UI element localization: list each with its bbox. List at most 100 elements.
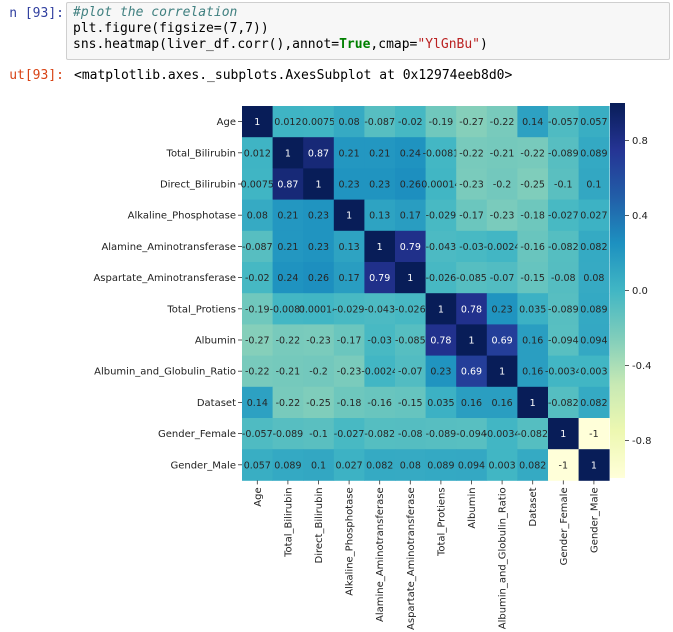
output-text: <matplotlib.axes._subplots.AxesSubplot a… bbox=[74, 68, 513, 83]
cell-annotation: -0.23 bbox=[490, 211, 515, 222]
y-tick-label: Age bbox=[217, 117, 236, 128]
cell-annotation: -0.027 bbox=[334, 429, 365, 440]
heatmap-cell bbox=[548, 324, 579, 356]
cell-annotation: -0.08 bbox=[551, 273, 576, 284]
cell-annotation: 1 bbox=[254, 117, 260, 128]
cell-annotation: -0.082 bbox=[548, 242, 579, 253]
cell-annotation: 0.08 bbox=[400, 460, 421, 471]
cell-annotation: 0.13 bbox=[339, 242, 360, 253]
heatmap-cell bbox=[395, 324, 426, 356]
code-cell[interactable]: n [93]: #plot the correlation plt.figure… bbox=[0, 0, 673, 62]
cell-annotation: 0.1 bbox=[311, 460, 326, 471]
code-editor[interactable]: #plot the correlation plt.figure(figsize… bbox=[66, 2, 670, 60]
heatmap-cell bbox=[486, 418, 518, 450]
cell-annotation: -0.19 bbox=[245, 304, 270, 315]
heatmap-cell bbox=[242, 355, 273, 388]
heatmap-cell bbox=[395, 199, 426, 232]
x-tick-label: Aspartate_Aminotransferase bbox=[406, 487, 417, 630]
heatmap-cell bbox=[486, 355, 518, 388]
cell-annotation: -0.089 bbox=[273, 429, 304, 440]
heatmap-cell bbox=[242, 418, 273, 450]
heatmap-cell bbox=[303, 293, 335, 325]
heatmap-cell bbox=[486, 262, 518, 294]
cell-annotation: 0.057 bbox=[244, 460, 271, 471]
cell-annotation: 0.082 bbox=[519, 460, 546, 471]
heatmap-cell bbox=[456, 230, 488, 263]
heatmap-cell bbox=[425, 355, 457, 388]
cell-annotation: 1 bbox=[560, 429, 566, 440]
y-tick-label: Alamine_Aminotransferase bbox=[101, 242, 236, 253]
cell-annotation: 0.24 bbox=[277, 273, 298, 284]
heatmap-cell bbox=[578, 199, 610, 232]
heatmap-cell bbox=[272, 168, 304, 200]
heatmap-cell bbox=[364, 168, 396, 200]
heatmap-cell bbox=[548, 106, 579, 138]
heatmap-cell bbox=[456, 324, 488, 356]
heatmap-cell bbox=[486, 106, 518, 138]
y-tick-label: Total_Protiens bbox=[166, 304, 236, 315]
heatmap-cell bbox=[425, 386, 457, 419]
output-prompt: ut[93]: bbox=[9, 68, 64, 83]
cell-annotation: -0.026 bbox=[395, 304, 426, 315]
heatmap-cell bbox=[548, 355, 579, 388]
heatmap-cell bbox=[272, 106, 304, 138]
cell-annotation: 0.78 bbox=[461, 304, 482, 315]
heatmap-cell bbox=[517, 386, 549, 419]
cell-annotation: 1 bbox=[591, 460, 597, 471]
x-tick-label: Albumin_and_Globulin_Ratio bbox=[498, 487, 509, 629]
heatmap-cell bbox=[486, 230, 518, 263]
heatmap-cell bbox=[548, 262, 579, 294]
cell-annotation: -0.085 bbox=[395, 336, 426, 347]
cell-annotation: -0.0034 bbox=[545, 367, 582, 378]
heatmap-cell bbox=[548, 293, 579, 325]
cell-annotation: -0.02 bbox=[398, 117, 423, 128]
heatmap-cell bbox=[425, 418, 457, 450]
heatmap-cell bbox=[548, 386, 579, 419]
cell-annotation: 0.08 bbox=[339, 117, 360, 128]
cell-annotation: 0.035 bbox=[427, 398, 454, 409]
cell-annotation: 0.14 bbox=[522, 117, 543, 128]
cell-annotation: 0.21 bbox=[277, 211, 298, 222]
cell-annotation: 0.87 bbox=[277, 180, 298, 191]
cell-annotation: -0.057 bbox=[548, 117, 579, 128]
heatmap-cell bbox=[364, 386, 396, 419]
heatmap-cell bbox=[303, 355, 335, 388]
heatmap-cell bbox=[548, 449, 579, 481]
heatmap-cell bbox=[456, 293, 488, 325]
heatmap-cell bbox=[242, 293, 273, 325]
cell-annotation: -0.22 bbox=[520, 148, 545, 159]
heatmap-cell bbox=[272, 137, 304, 169]
cell-annotation: 0.23 bbox=[369, 180, 390, 191]
cell-annotation: -0.082 bbox=[364, 429, 395, 440]
heatmap-cell bbox=[272, 230, 304, 263]
cell-annotation: 1 bbox=[285, 148, 291, 159]
x-tick-label: Alamine_Aminotransferase bbox=[375, 487, 386, 622]
heatmap-cell bbox=[364, 230, 396, 263]
cell-annotation: -0.082 bbox=[548, 398, 579, 409]
heatmap-cell bbox=[548, 199, 579, 232]
heatmap-cell bbox=[517, 262, 549, 294]
x-tick-label: Total_Bilirubin bbox=[283, 487, 294, 557]
colorbar-tick-label: 0.4 bbox=[632, 211, 648, 222]
heatmap-cell bbox=[425, 324, 457, 356]
heatmap-cell bbox=[578, 230, 610, 263]
heatmap-cell bbox=[333, 449, 365, 481]
heatmap-cell bbox=[364, 355, 396, 388]
cell-annotation: -0.23 bbox=[337, 367, 362, 378]
heatmap-cell bbox=[456, 418, 488, 450]
cell-annotation: 0.23 bbox=[492, 304, 513, 315]
x-tick-label: Albumin bbox=[467, 487, 478, 528]
heatmap-cell bbox=[486, 324, 518, 356]
heatmap-cell bbox=[333, 418, 365, 450]
cell-annotation: -0.094 bbox=[456, 429, 487, 440]
cell-annotation: -0.22 bbox=[276, 336, 301, 347]
heatmap-cell bbox=[395, 137, 426, 169]
cell-annotation: 0.23 bbox=[430, 367, 451, 378]
heatmap-cell bbox=[548, 137, 579, 169]
cell-annotation: 0.089 bbox=[580, 304, 607, 315]
heatmap-cell bbox=[517, 418, 549, 450]
cell-annotation: 0.16 bbox=[522, 367, 543, 378]
heatmap-cell bbox=[456, 355, 488, 388]
cell-annotation: 0.012 bbox=[274, 117, 301, 128]
heatmap-cell bbox=[425, 230, 457, 263]
